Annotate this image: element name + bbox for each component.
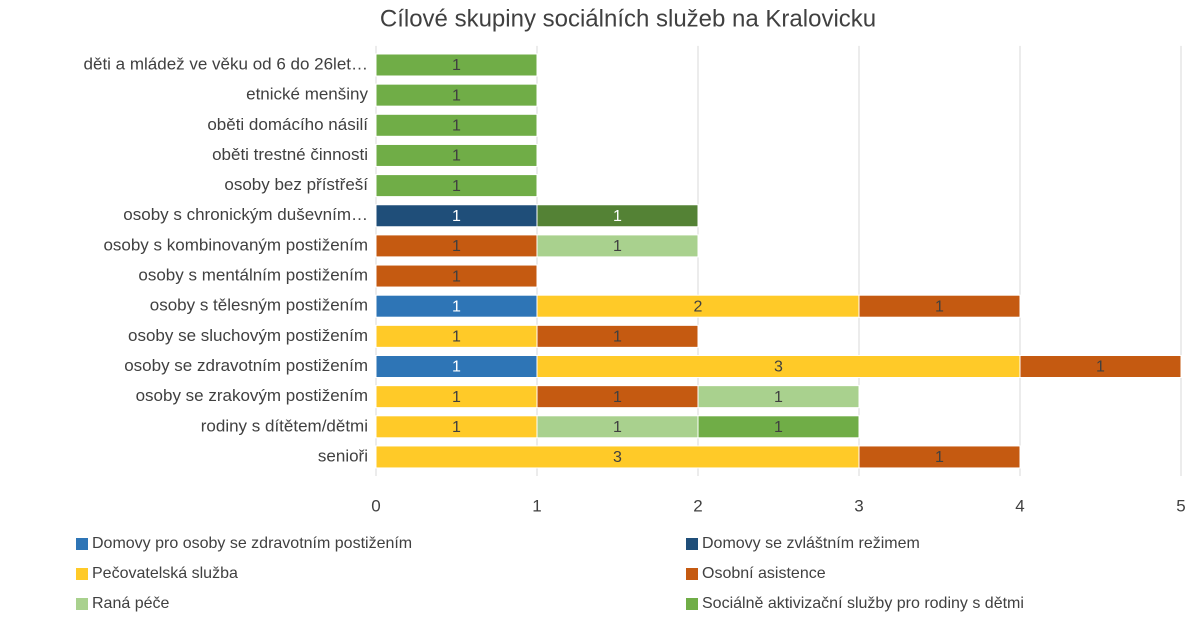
bar-segment — [375, 264, 538, 288]
bar-segment — [697, 415, 860, 439]
data-label: 1 — [452, 298, 461, 315]
data-label: 1 — [935, 298, 944, 315]
bar-segment — [536, 204, 699, 228]
bar-segment — [858, 445, 1021, 469]
x-tick-label: 3 — [854, 496, 863, 515]
data-label: 1 — [452, 238, 461, 255]
data-label: 1 — [452, 329, 461, 346]
y-tick-label: oběti trestné činnosti — [212, 145, 368, 164]
y-tick-label: osoby se zdravotním postižením — [124, 356, 368, 375]
legend-swatch — [686, 538, 698, 550]
legend-swatch — [686, 568, 698, 580]
data-label: 1 — [452, 268, 461, 285]
data-label: 1 — [452, 178, 461, 195]
data-label: 1 — [613, 389, 622, 406]
y-tick-label: děti a mládež ve věku od 6 do 26let… — [84, 54, 368, 73]
bar-segment — [375, 143, 538, 167]
bar-segment — [858, 294, 1021, 318]
bar-segment — [536, 324, 699, 348]
legend-label: Raná péče — [92, 595, 169, 612]
y-tick-label: etnické menšiny — [246, 85, 368, 104]
data-label: 1 — [452, 419, 461, 436]
bar-segment — [1019, 355, 1182, 378]
y-tick-label: senioři — [318, 446, 368, 465]
bar-segment — [375, 113, 538, 137]
y-tick-label: oběti domácího násilí — [207, 115, 368, 134]
x-tick-label: 1 — [532, 496, 541, 515]
legend-label: Pečovatelská služba — [92, 565, 238, 582]
x-tick-label: 5 — [1176, 496, 1185, 515]
legend-swatch — [686, 598, 698, 610]
legend-label: Domovy pro osoby se zdravotním postižení… — [92, 535, 412, 552]
legend-label: Osobní asistence — [702, 565, 826, 582]
bar-segment — [536, 234, 699, 258]
data-label: 1 — [613, 208, 622, 225]
x-tick-label: 0 — [371, 496, 380, 515]
y-tick-label: osoby s tělesným postižením — [150, 296, 368, 315]
legend-label: Sociálně aktivizační služby pro rodiny s… — [702, 595, 1024, 612]
bar-segment — [375, 83, 538, 107]
legend-swatch — [76, 538, 88, 550]
x-tick-label: 4 — [1015, 496, 1024, 515]
data-label: 1 — [452, 359, 461, 376]
data-label: 1 — [452, 389, 461, 406]
legend-label: Domovy se zvláštním režimem — [702, 535, 920, 552]
data-label: 1 — [613, 329, 622, 346]
data-label: 3 — [613, 449, 622, 466]
data-label: 2 — [694, 298, 703, 315]
x-tick-label: 2 — [693, 496, 702, 515]
data-label: 1 — [452, 118, 461, 135]
y-tick-label: rodiny s dítětem/dětmi — [201, 416, 368, 435]
data-label: 1 — [452, 87, 461, 104]
y-tick-label: osoby bez přístřeší — [224, 175, 368, 194]
chart-title: Cílové skupiny sociálních služeb na Kral… — [380, 5, 876, 32]
data-label: 1 — [935, 449, 944, 466]
data-label: 1 — [774, 419, 783, 436]
data-label: 1 — [452, 208, 461, 225]
data-label: 1 — [452, 57, 461, 74]
legend-swatch — [76, 568, 88, 580]
data-label: 3 — [774, 359, 783, 376]
data-label: 1 — [1096, 359, 1105, 376]
y-tick-label: osoby se sluchovým postižením — [128, 326, 368, 345]
y-tick-label: osoby s kombinovaným postižením — [103, 235, 368, 254]
data-label: 1 — [774, 389, 783, 406]
data-label: 1 — [613, 419, 622, 436]
y-tick-label: osoby se zrakovým postižením — [136, 386, 368, 405]
y-tick-label: osoby s mentálním postižením — [138, 266, 368, 285]
data-label: 1 — [613, 238, 622, 255]
legend-swatch — [76, 598, 88, 610]
data-label: 1 — [452, 148, 461, 165]
y-tick-label: osoby s chronickým duševním… — [123, 205, 368, 224]
bar-segment — [375, 53, 538, 77]
bar-segment — [697, 385, 860, 409]
bar-segment — [375, 174, 538, 198]
